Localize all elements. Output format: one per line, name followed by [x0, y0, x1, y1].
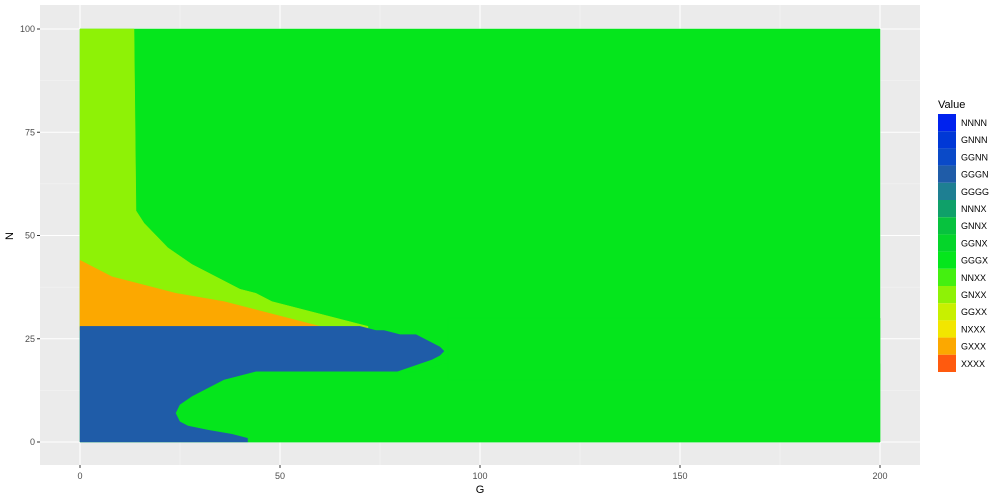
legend-swatch [938, 320, 956, 338]
legend-swatch [938, 234, 956, 252]
legend-label: GGGG [961, 187, 989, 197]
legend-items: NNNN GNNN GGNN GGGN GGGG NNNX GNNX GGNX GGGX NNXX… [938, 114, 989, 372]
legend-label: NXXX [961, 324, 986, 334]
legend-swatch [938, 268, 956, 286]
legend-label: GNNN [961, 135, 988, 145]
x-axis: 0 50 100 150 200 [77, 465, 888, 481]
legend: Value NNNN GNNN GGNN GGGN GGGG NNNX GNNX GGNX GG… [938, 99, 989, 372]
legend-label: NNNX [961, 204, 987, 214]
legend-swatch [938, 286, 956, 304]
legend-swatch [938, 200, 956, 218]
legend-swatch [938, 303, 956, 321]
y-tick-label: 50 [25, 231, 35, 241]
y-tick-label: 0 [30, 437, 35, 447]
x-tick-label: 50 [275, 471, 285, 481]
legend-label: NNXX [961, 273, 986, 283]
legend-label: GGGX [961, 256, 988, 266]
legend-label: GXXX [961, 342, 986, 352]
legend-label: GNXX [961, 290, 987, 300]
x-tick-label: 100 [472, 471, 487, 481]
legend-swatch [938, 354, 956, 372]
y-axis-title: N [4, 232, 16, 240]
legend-label: NNNN [961, 118, 987, 128]
legend-label: XXXX [961, 359, 985, 369]
legend-swatch [938, 114, 956, 132]
x-axis-title: G [476, 484, 485, 496]
legend-label: GGGN [961, 170, 989, 180]
region-ggnx-inner [175, 363, 881, 443]
y-tick-label: 25 [25, 334, 35, 344]
legend-swatch [938, 217, 956, 235]
heatmap-cells [79, 28, 881, 443]
legend-swatch [938, 182, 956, 200]
y-axis: 0 25 50 75 100 [20, 24, 40, 447]
y-tick-label: 100 [20, 24, 35, 34]
legend-swatch [938, 251, 956, 269]
legend-label: GNNX [961, 221, 987, 231]
legend-title: Value [938, 99, 965, 111]
x-tick-label: 0 [77, 471, 82, 481]
legend-swatch [938, 148, 956, 166]
region-gnxx [79, 28, 369, 331]
legend-label: GGNX [961, 238, 988, 248]
legend-label: GGXX [961, 307, 987, 317]
x-tick-label: 200 [872, 471, 887, 481]
legend-label: GGNN [961, 152, 988, 162]
y-tick-label: 75 [25, 127, 35, 137]
legend-swatch [938, 165, 956, 183]
x-tick-label: 150 [672, 471, 687, 481]
legend-swatch [938, 337, 956, 355]
region-ggnx-right [447, 317, 881, 381]
legend-swatch [938, 131, 956, 149]
